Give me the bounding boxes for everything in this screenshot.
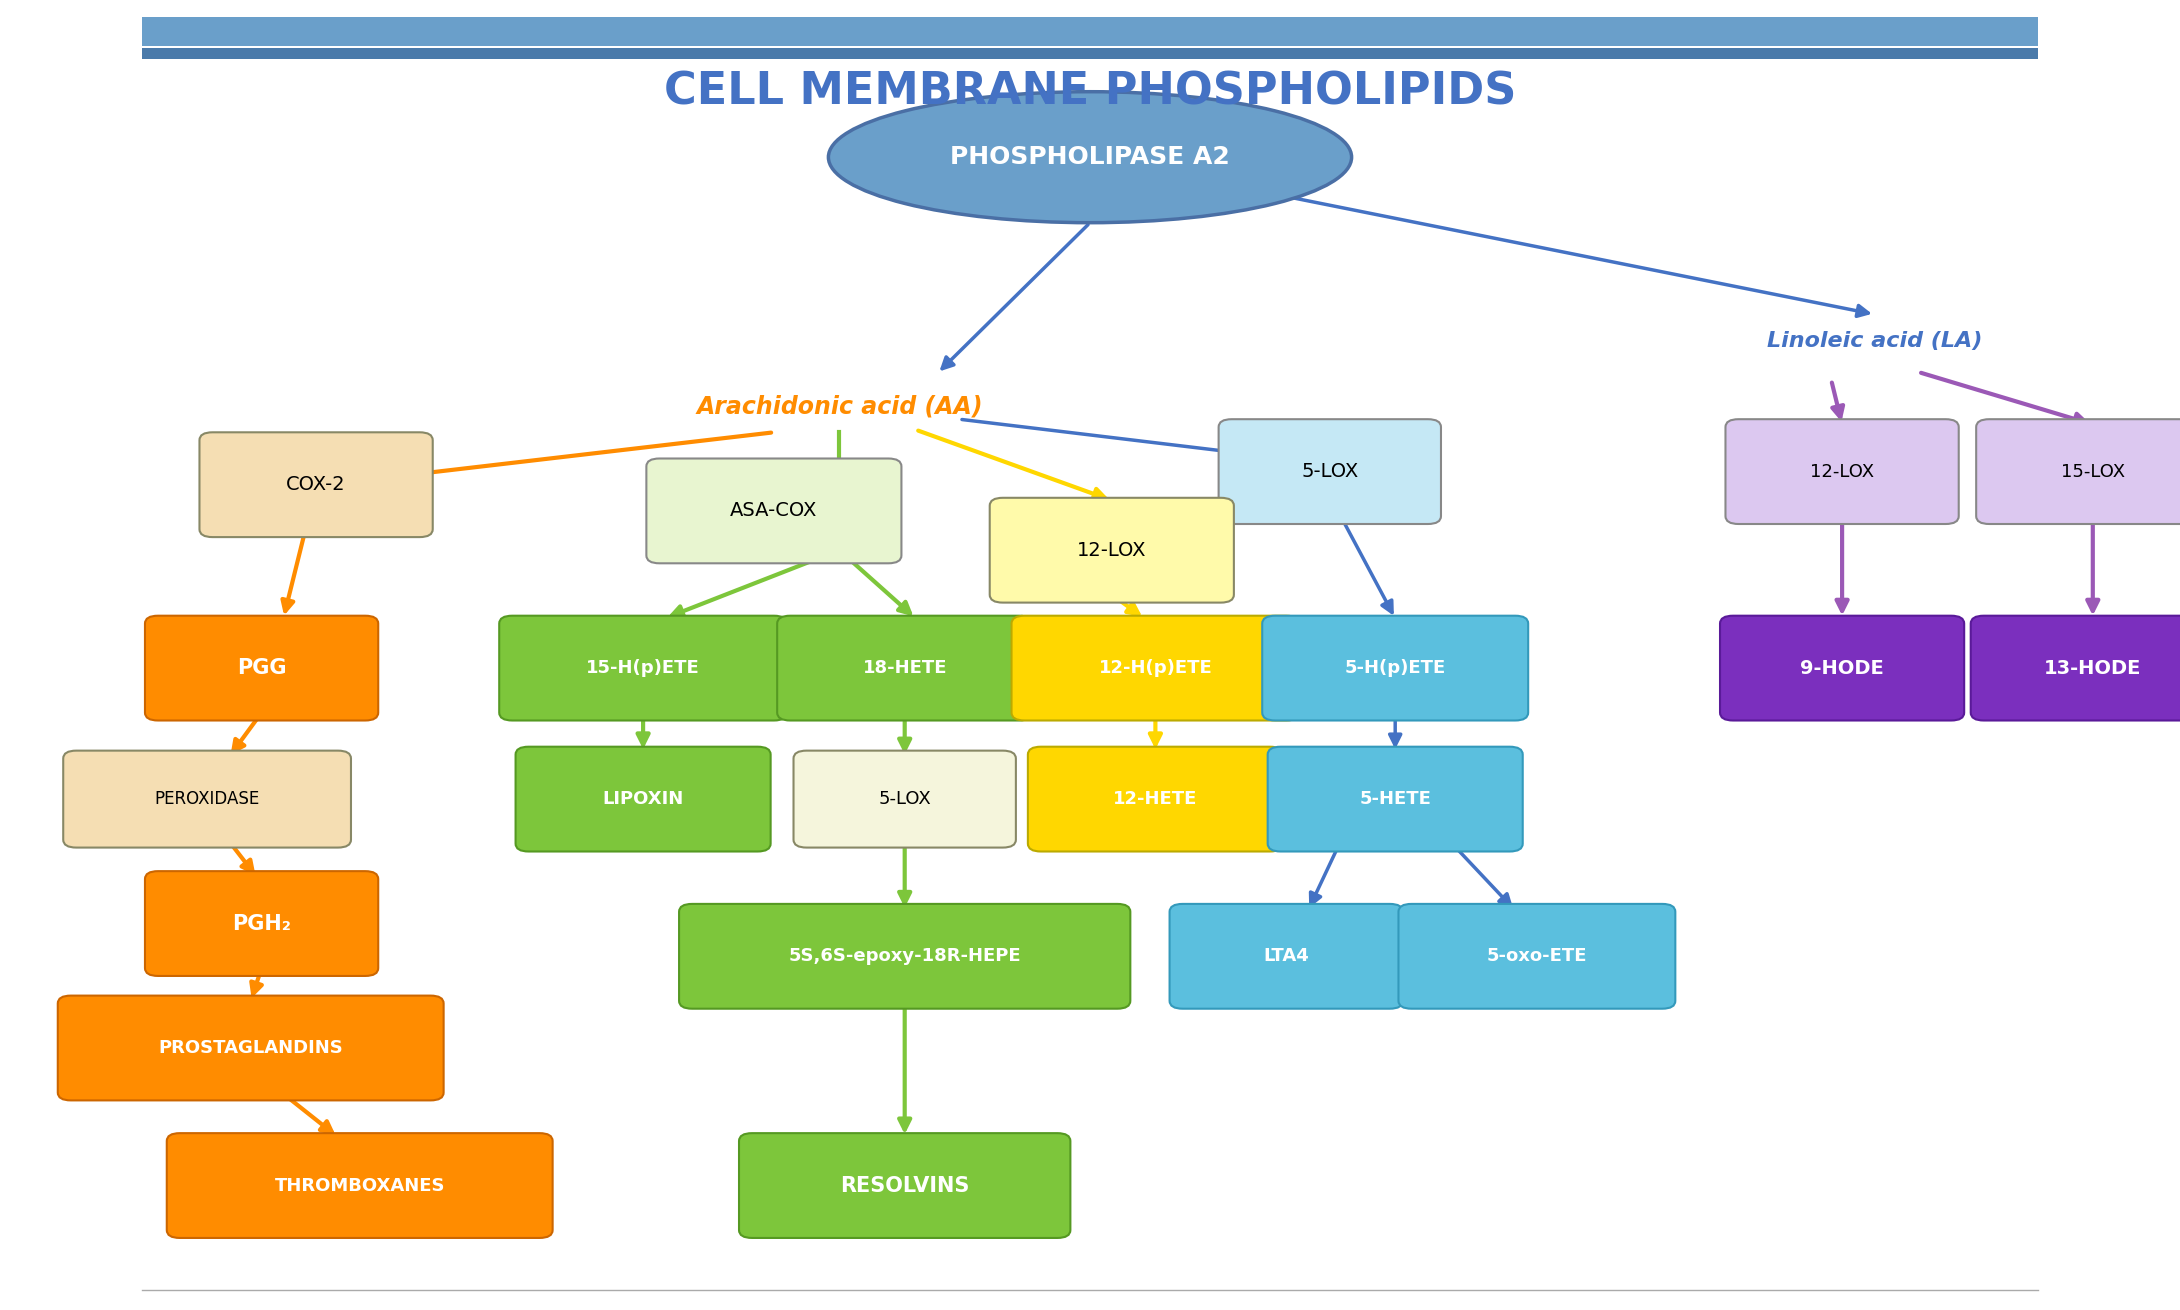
FancyBboxPatch shape <box>1168 904 1404 1009</box>
Text: Arachidonic acid (AA): Arachidonic acid (AA) <box>695 394 983 418</box>
FancyBboxPatch shape <box>739 1133 1070 1238</box>
FancyBboxPatch shape <box>1012 616 1299 720</box>
Text: 13-HODE: 13-HODE <box>2045 659 2141 677</box>
FancyBboxPatch shape <box>1400 904 1674 1009</box>
Text: 12-LOX: 12-LOX <box>1809 462 1875 481</box>
FancyBboxPatch shape <box>1971 616 2180 720</box>
FancyBboxPatch shape <box>680 904 1129 1009</box>
Text: 5-HETE: 5-HETE <box>1360 790 1430 808</box>
FancyBboxPatch shape <box>1262 616 1528 720</box>
Text: PGH₂: PGH₂ <box>231 913 292 934</box>
Text: PGG: PGG <box>238 658 286 679</box>
Text: 5S,6S-epoxy-18R-HEPE: 5S,6S-epoxy-18R-HEPE <box>789 947 1020 965</box>
Text: PHOSPHOLIPASE A2: PHOSPHOLIPASE A2 <box>950 145 1230 169</box>
Text: PROSTAGLANDINS: PROSTAGLANDINS <box>159 1039 342 1057</box>
Text: 15-H(p)ETE: 15-H(p)ETE <box>586 659 700 677</box>
FancyBboxPatch shape <box>499 616 787 720</box>
Text: PEROXIDASE: PEROXIDASE <box>155 790 259 808</box>
Bar <box>142 48 2038 59</box>
Text: RESOLVINS: RESOLVINS <box>839 1175 970 1196</box>
FancyBboxPatch shape <box>144 871 379 976</box>
Text: 12-LOX: 12-LOX <box>1077 541 1147 559</box>
Text: 15-LOX: 15-LOX <box>2060 462 2126 481</box>
Ellipse shape <box>828 92 1352 223</box>
Text: CELL MEMBRANE PHOSPHOLIPIDS: CELL MEMBRANE PHOSPHOLIPIDS <box>665 71 1515 113</box>
FancyBboxPatch shape <box>144 616 379 720</box>
FancyBboxPatch shape <box>647 458 903 563</box>
Text: Linoleic acid (LA): Linoleic acid (LA) <box>1768 330 1982 351</box>
FancyBboxPatch shape <box>990 498 1234 603</box>
FancyBboxPatch shape <box>59 996 445 1100</box>
Text: 5-H(p)ETE: 5-H(p)ETE <box>1345 659 1445 677</box>
FancyBboxPatch shape <box>168 1133 554 1238</box>
FancyBboxPatch shape <box>1727 419 1960 524</box>
Text: 12-H(p)ETE: 12-H(p)ETE <box>1099 659 1212 677</box>
FancyBboxPatch shape <box>514 747 772 852</box>
Text: LTA4: LTA4 <box>1264 947 1308 965</box>
FancyBboxPatch shape <box>776 616 1033 720</box>
FancyBboxPatch shape <box>201 432 432 537</box>
FancyBboxPatch shape <box>1219 419 1441 524</box>
FancyBboxPatch shape <box>1269 747 1522 852</box>
Text: 9-HODE: 9-HODE <box>1801 659 1884 677</box>
Text: LIPOXIN: LIPOXIN <box>602 790 685 808</box>
Text: 5-oxo-ETE: 5-oxo-ETE <box>1487 947 1587 965</box>
Text: 12-HETE: 12-HETE <box>1114 790 1197 808</box>
Text: 5-LOX: 5-LOX <box>879 790 931 808</box>
Text: COX-2: COX-2 <box>286 476 347 494</box>
Text: THROMBOXANES: THROMBOXANES <box>275 1176 445 1195</box>
Text: 18-HETE: 18-HETE <box>863 659 946 677</box>
FancyBboxPatch shape <box>1975 419 2180 524</box>
FancyBboxPatch shape <box>63 751 351 848</box>
Bar <box>142 17 2038 46</box>
FancyBboxPatch shape <box>1720 616 1964 720</box>
Text: 5-LOX: 5-LOX <box>1301 462 1358 481</box>
FancyBboxPatch shape <box>794 751 1016 848</box>
Text: ASA-COX: ASA-COX <box>730 502 818 520</box>
FancyBboxPatch shape <box>1029 747 1282 852</box>
